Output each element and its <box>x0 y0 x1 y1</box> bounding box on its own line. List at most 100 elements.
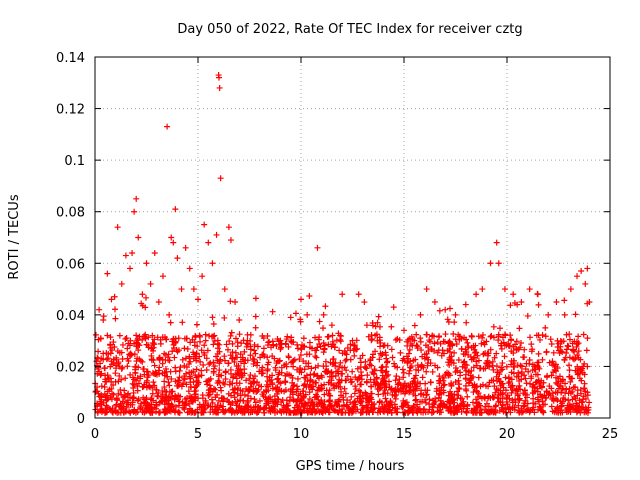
data-point <box>504 392 511 399</box>
data-point <box>107 344 114 351</box>
data-point <box>92 388 99 395</box>
data-point <box>234 343 241 350</box>
data-point <box>473 358 480 365</box>
data-point <box>451 349 458 356</box>
data-point <box>413 331 420 338</box>
data-point <box>394 364 401 371</box>
data-point <box>227 406 234 413</box>
data-point <box>464 339 471 346</box>
data-point <box>339 406 346 413</box>
data-point <box>354 395 361 402</box>
data-point <box>367 383 374 390</box>
data-point <box>216 367 223 374</box>
data-point <box>148 401 155 408</box>
data-point <box>574 392 581 399</box>
data-point <box>408 405 415 412</box>
data-point <box>538 384 545 391</box>
data-point <box>401 327 407 334</box>
data-point <box>183 398 190 405</box>
data-point <box>451 399 458 406</box>
data-point <box>161 384 168 391</box>
data-point <box>363 404 370 411</box>
data-point <box>448 409 455 416</box>
data-point <box>502 387 509 394</box>
data-point <box>163 397 170 404</box>
data-point <box>234 370 241 377</box>
data-point <box>263 400 270 407</box>
data-point <box>206 382 213 389</box>
data-point <box>423 286 430 293</box>
data-point <box>147 405 154 412</box>
data-point <box>203 378 210 385</box>
data-point <box>166 357 173 364</box>
data-point <box>536 403 543 410</box>
data-point <box>216 348 223 355</box>
data-point <box>358 381 365 388</box>
data-point <box>495 375 502 382</box>
data-point <box>414 401 421 408</box>
data-point <box>129 395 136 402</box>
data-point <box>329 356 336 363</box>
data-point <box>249 408 256 415</box>
data-point <box>342 357 349 364</box>
data-point <box>516 382 523 389</box>
data-point <box>454 395 461 402</box>
data-point <box>384 409 391 416</box>
data-point <box>407 340 414 347</box>
data-point <box>586 399 593 406</box>
data-point <box>384 358 391 365</box>
data-point <box>239 388 246 395</box>
data-point <box>364 399 371 406</box>
data-point <box>247 352 254 359</box>
data-point <box>431 362 438 369</box>
data-point <box>149 340 156 347</box>
data-point <box>97 335 104 342</box>
data-point <box>107 363 114 370</box>
data-point <box>141 409 148 416</box>
data-point <box>473 396 480 403</box>
data-point <box>347 407 354 414</box>
data-point <box>507 409 514 416</box>
data-point <box>543 374 550 381</box>
data-point <box>562 380 569 387</box>
data-point <box>156 354 163 361</box>
data-point <box>444 316 451 323</box>
data-point <box>193 321 200 328</box>
y-tick-label: 0.12 <box>56 103 85 118</box>
data-point <box>301 407 308 414</box>
data-point <box>287 338 294 345</box>
data-point <box>363 378 370 385</box>
data-point <box>533 332 540 339</box>
data-point <box>567 378 574 385</box>
data-point <box>412 397 419 404</box>
data-point <box>178 286 185 293</box>
data-point <box>518 339 525 346</box>
data-point <box>540 379 547 386</box>
data-point <box>355 376 361 383</box>
data-point <box>307 371 314 378</box>
data-point <box>237 392 244 399</box>
data-point <box>390 304 397 311</box>
data-point <box>372 332 379 339</box>
data-point <box>422 399 429 406</box>
data-point <box>269 353 276 360</box>
data-point <box>302 391 309 398</box>
data-point <box>498 404 505 411</box>
data-point <box>566 331 573 338</box>
data-point <box>584 389 591 396</box>
data-point <box>473 388 480 395</box>
data-point <box>107 334 114 341</box>
data-point <box>521 400 528 407</box>
data-point <box>418 363 425 370</box>
data-point <box>179 404 186 411</box>
data-point <box>525 368 532 375</box>
data-point <box>167 319 174 326</box>
data-point <box>400 355 407 362</box>
data-point <box>186 353 193 360</box>
data-point <box>391 407 398 414</box>
data-point <box>532 366 539 373</box>
data-point <box>515 369 522 376</box>
data-point <box>117 386 124 393</box>
data-point <box>251 341 258 348</box>
data-point <box>213 353 220 360</box>
